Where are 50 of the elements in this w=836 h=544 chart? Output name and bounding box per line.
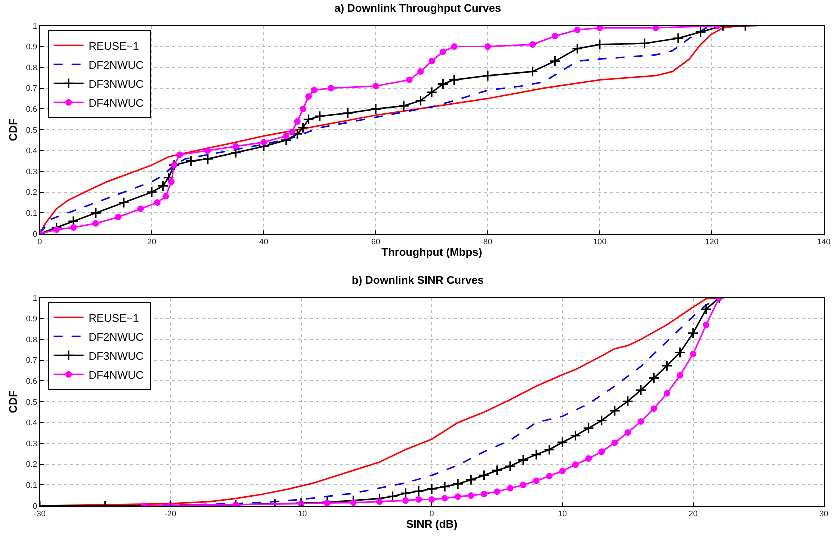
- x-tick-label: 60: [372, 238, 381, 247]
- x-tick-label: 0: [430, 510, 435, 519]
- legend-label: DF4NWUC: [88, 98, 144, 110]
- legend-label: DF2NWUC: [88, 60, 144, 72]
- legend-label: REUSE−1: [88, 312, 140, 325]
- y-tick-label: 0.3: [26, 167, 38, 176]
- y-axis-title: CDF: [8, 118, 20, 142]
- y-tick-label: 1: [32, 294, 38, 303]
- x-tick-label: 140: [817, 238, 832, 247]
- y-tick-label: 0.8: [26, 63, 38, 72]
- x-tick-label: -10: [296, 510, 308, 519]
- x-tick-label: -30: [34, 510, 46, 519]
- legend-label: DF4NWUC: [88, 370, 144, 382]
- y-tick-label: 0.1: [26, 481, 38, 490]
- y-tick-label: 0.6: [26, 377, 38, 386]
- y-tick-label: 0.1: [26, 209, 38, 218]
- x-axis-title: SINR (dB): [406, 518, 458, 531]
- y-tick-label: 0.9: [26, 314, 38, 324]
- y-tick-label: 0: [32, 230, 38, 239]
- legend-label: DF2NWUC: [88, 332, 144, 344]
- y-tick-label: 0.4: [26, 146, 38, 156]
- legend-label: REUSE−1: [88, 40, 140, 53]
- y-tick-label: 0.5: [26, 398, 38, 407]
- x-tick-label: 40: [260, 238, 269, 247]
- y-tick-label: 0.8: [26, 335, 38, 344]
- y-tick-label: 0.5: [26, 126, 38, 135]
- y-tick-label: 0.4: [26, 418, 38, 428]
- y-tick-label: 0.3: [26, 439, 38, 448]
- y-tick-label: 0.9: [26, 42, 38, 52]
- y-tick-label: 0: [32, 502, 38, 511]
- y-tick-label: 0.6: [26, 105, 38, 114]
- x-tick-label: 80: [484, 238, 493, 247]
- x-tick-label: 10: [558, 510, 568, 519]
- y-axis-title: CDF: [8, 390, 20, 414]
- chart-title: b) Downlink SINR Curves: [352, 274, 484, 287]
- x-axis-title: Throughput (Mbps): [382, 246, 483, 259]
- y-tick-label: 0.2: [26, 188, 38, 198]
- y-tick-label: 0.7: [26, 84, 38, 94]
- y-tick-label: 1: [32, 22, 38, 31]
- x-tick-label: -20: [164, 510, 177, 519]
- chart-title: a) Downlink Throughput Curves: [334, 2, 502, 15]
- legend-label: DF3NWUC: [88, 78, 144, 91]
- x-tick-label: 120: [705, 238, 720, 247]
- legend-label: DF3NWUC: [88, 350, 144, 363]
- y-tick-label: 0.7: [26, 356, 38, 366]
- x-tick-label: 100: [593, 238, 608, 247]
- y-tick-label: 0.2: [26, 460, 38, 470]
- x-tick-label: 20: [148, 238, 157, 247]
- x-tick-label: 30: [820, 510, 829, 519]
- x-tick-label: 20: [688, 510, 698, 519]
